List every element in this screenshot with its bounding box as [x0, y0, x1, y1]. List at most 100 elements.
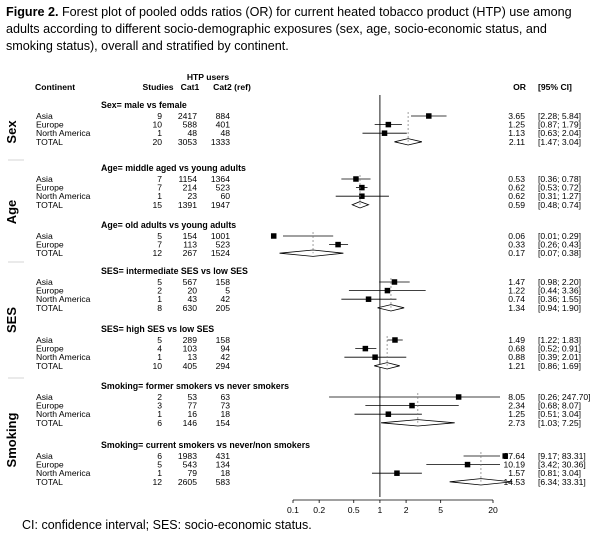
group-title: Smoking= current smokers vs never/non sm… [101, 440, 310, 450]
side-label: Smoking [4, 412, 19, 467]
header-studies: Studies [142, 82, 173, 92]
or-value: 1.13 [508, 128, 525, 138]
cat2-value: 523 [216, 183, 231, 193]
row-label: Europe [36, 120, 64, 130]
studies-value: 1 [157, 409, 162, 419]
or-value: 0.88 [508, 352, 525, 362]
cat1-value: 48 [187, 128, 197, 138]
estimate-square [394, 470, 400, 476]
cat2-value: 48 [220, 128, 230, 138]
or-value: 1.49 [508, 335, 525, 345]
row-label: Europe [36, 460, 64, 470]
cat1-value: 267 [183, 248, 198, 258]
studies-value: 6 [157, 451, 162, 461]
studies-value: 10 [152, 361, 162, 371]
studies-value: 1 [157, 191, 162, 201]
header-cat2: Cat2 (ref) [213, 82, 251, 92]
pooled-diamond [351, 201, 370, 209]
estimate-square [426, 113, 432, 119]
studies-value: 7 [157, 183, 162, 193]
cat1-value: 2605 [178, 477, 197, 487]
row-label: Asia [36, 451, 53, 461]
studies-value: 20 [152, 137, 162, 147]
ci-value: [0.81; 3.04] [538, 468, 581, 478]
estimate-square [270, 233, 277, 239]
cat1-value: 588 [183, 120, 198, 130]
estimate-square [409, 402, 415, 409]
cat2-value: 63 [220, 392, 230, 402]
ci-value: [0.87; 1.79] [538, 120, 581, 130]
cat2-value: 294 [216, 361, 231, 371]
cat1-value: 289 [183, 335, 198, 345]
cat2-value: 1947 [211, 200, 230, 210]
or-value: 0.06 [508, 231, 525, 241]
cat2-value: 583 [216, 477, 231, 487]
or-value: 1.47 [508, 277, 525, 287]
studies-value: 1 [157, 468, 162, 478]
studies-value: 10 [152, 120, 162, 130]
studies-value: 1 [157, 352, 162, 362]
estimate-square [385, 121, 392, 128]
studies-value: 1 [157, 128, 162, 138]
row-label: Asia [36, 335, 53, 345]
studies-value: 5 [157, 277, 162, 287]
studies-value: 7 [157, 240, 162, 250]
studies-value: 9 [157, 111, 162, 121]
cat2-value: 73 [220, 401, 230, 411]
group-title: SES= high SES vs low SES [101, 324, 214, 334]
ci-value: [0.63; 2.04] [538, 128, 581, 138]
ci-value: [2.28; 5.84] [538, 111, 581, 121]
studies-value: 12 [152, 248, 162, 258]
row-label: Europe [36, 401, 64, 411]
ci-value: [0.98; 2.20] [538, 277, 581, 287]
cat2-value: 401 [216, 120, 231, 130]
estimate-square [391, 279, 398, 285]
cat1-value: 1154 [179, 174, 198, 184]
row-label: North America [36, 294, 91, 304]
cat1-value: 3053 [178, 137, 197, 147]
cat1-value: 23 [187, 191, 197, 201]
studies-value: 5 [157, 460, 162, 470]
cat1-value: 214 [183, 183, 198, 193]
estimate-square [464, 461, 471, 468]
studies-value: 6 [157, 418, 162, 428]
header-htp-users: HTP users [187, 72, 230, 82]
cat1-value: 43 [187, 294, 197, 304]
cat2-value: 42 [220, 352, 230, 362]
figure-label: Figure 2. [6, 5, 59, 19]
cat2-value: 1001 [211, 231, 230, 241]
estimate-square [365, 296, 372, 302]
or-value: 1.25 [508, 120, 525, 130]
studies-value: 2 [157, 392, 162, 402]
x-tick-label: 0.1 [287, 505, 299, 515]
row-label: TOTAL [36, 303, 63, 313]
or-value: 0.62 [508, 183, 525, 193]
x-tick-label: 0.2 [313, 505, 325, 515]
studies-value: 8 [157, 303, 162, 313]
studies-value: 1 [157, 294, 162, 304]
group-title: Age= old adults vs young adults [101, 220, 236, 230]
cat1-value: 567 [183, 277, 198, 287]
row-label: TOTAL [36, 477, 63, 487]
ci-value: [0.01; 0.29] [538, 231, 581, 241]
studies-value: 7 [157, 174, 162, 184]
ci-value: [0.44; 3.36] [538, 286, 581, 296]
x-tick-label: 0.5 [348, 505, 360, 515]
cat2-value: 5 [225, 286, 230, 296]
side-label: SES [4, 307, 19, 333]
cat1-value: 543 [183, 460, 198, 470]
estimate-square [359, 193, 365, 199]
group-title: Smoking= former smokers vs never smokers [101, 381, 289, 391]
or-value: 1.25 [508, 409, 525, 419]
cat2-value: 158 [216, 277, 231, 287]
row-label: North America [36, 352, 91, 362]
cat2-value: 60 [220, 191, 230, 201]
row-label: Asia [36, 174, 53, 184]
ci-value: [0.26; 247.70] [538, 392, 591, 402]
or-value: 0.17 [508, 248, 525, 258]
ci-value: [0.26; 0.43] [538, 240, 581, 250]
header-or: OR [513, 82, 527, 92]
or-value: 3.65 [508, 111, 525, 121]
cat2-value: 1524 [211, 248, 230, 258]
header-ci: [95% CI] [538, 82, 572, 92]
